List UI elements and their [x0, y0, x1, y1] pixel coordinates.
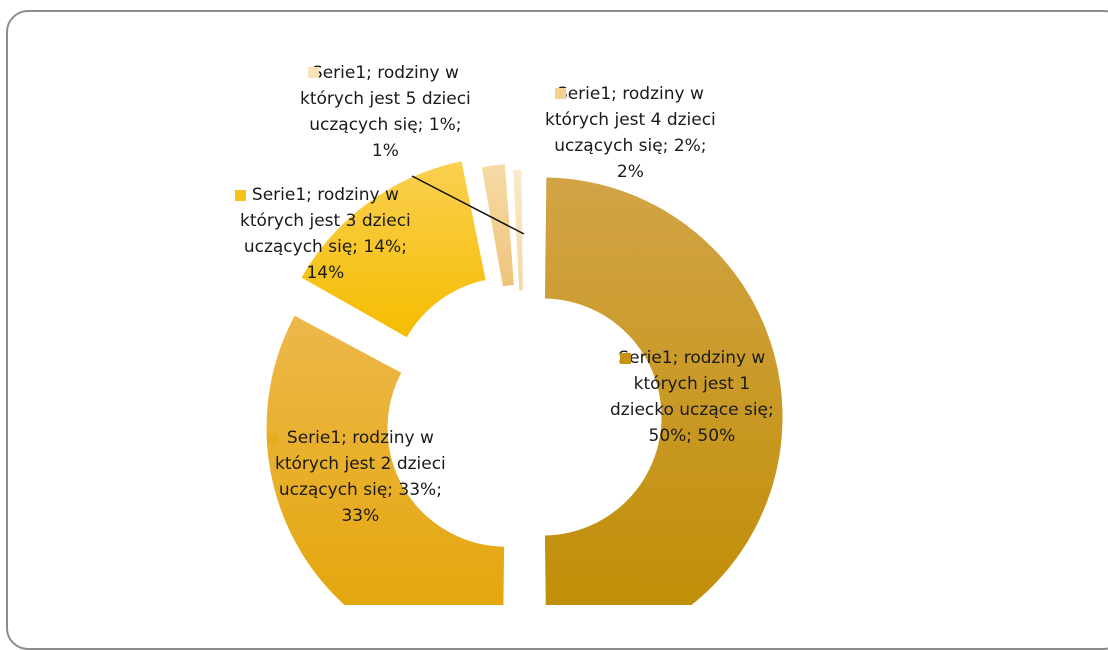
data-label-line: Serie1; rodziny w — [618, 348, 766, 368]
slice-3 — [300, 160, 487, 339]
data-label-line: Serie1; rodziny w — [286, 428, 434, 448]
data-label-3: Serie1; rodziny w których jest 3 dzieci uc… — [235, 182, 411, 286]
data-label-line: uczących się; 14%; — [243, 237, 407, 257]
data-label-4: Serie1; rodziny w których jest 4 dzieci uc… — [545, 81, 716, 185]
data-label-line: 1% — [371, 141, 399, 161]
slice-1 — [543, 176, 784, 605]
doughnut-chart — [265, 160, 784, 605]
data-label-line: których jest 2 dzieci — [275, 454, 446, 474]
data-label-line: Serie1; rodziny w — [556, 84, 704, 104]
legend-key-marker — [555, 88, 566, 99]
data-label-5: Serie1; rodziny w których jest 5 dzieci uc… — [300, 60, 471, 164]
data-label-line: których jest 3 dzieci — [240, 211, 411, 231]
data-label-line: uczących się; 33%; — [278, 480, 442, 500]
data-label-line: Serie1; rodziny w — [311, 63, 459, 83]
data-label-line: uczących się; 2%; — [554, 136, 707, 156]
data-label-2: Serie1; rodziny w których jest 2 dzieci uc… — [267, 425, 446, 529]
data-label-line: 14% — [306, 263, 345, 283]
legend-key-marker — [267, 434, 278, 445]
data-label-line: 2% — [616, 162, 644, 182]
slice-4 — [480, 163, 515, 288]
slice-2 — [265, 314, 506, 605]
data-label-line: 33% — [341, 506, 380, 526]
data-label-1: Serie1; rodziny w których jest 1 dziecko u… — [610, 345, 774, 449]
legend-key-marker — [235, 190, 246, 201]
data-label-line: Serie1; rodziny w — [251, 185, 399, 205]
data-label-line: uczących się; 1%; — [309, 115, 462, 135]
legend-key-marker — [620, 353, 631, 364]
data-label-line: 50%; 50% — [648, 426, 736, 446]
legend-key-marker — [308, 67, 319, 78]
data-label-line: których jest 4 dzieci — [545, 110, 716, 130]
data-label-line: których jest 5 dzieci — [300, 89, 471, 109]
data-label-line: dziecko uczące się; — [610, 400, 774, 420]
leader-line — [411, 175, 525, 235]
data-label-line: których jest 1 — [633, 374, 751, 394]
